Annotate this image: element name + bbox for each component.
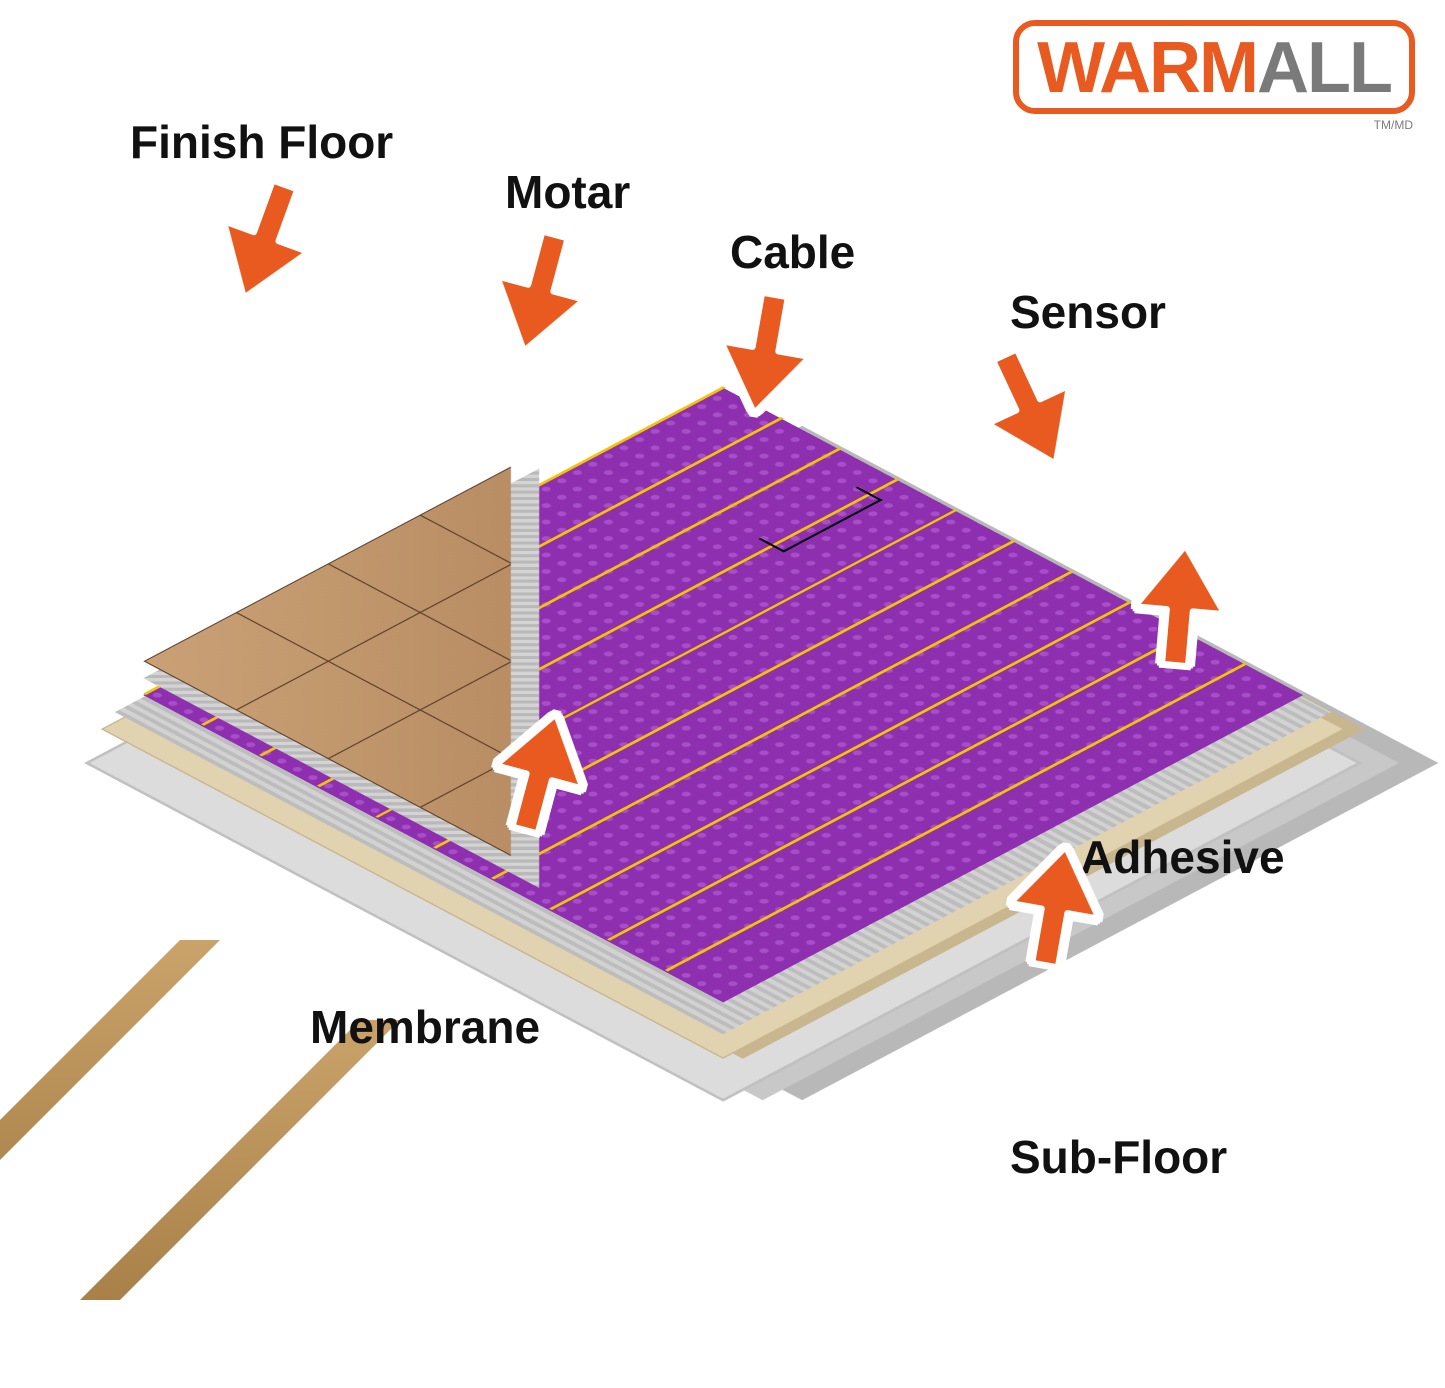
callout-label-sensor: Sensor bbox=[1010, 285, 1166, 339]
callout-label-membrane: Membrane bbox=[310, 1000, 540, 1054]
callout-label-finish_floor: Finish Floor bbox=[130, 115, 393, 169]
callout-label-adhesive: Adhesive bbox=[1080, 830, 1285, 884]
callout-label-sub_floor: Sub-Floor bbox=[1010, 1130, 1227, 1184]
callout-arrow-icon bbox=[1130, 542, 1230, 669]
brand-trademark: TM/MD bbox=[1374, 118, 1413, 132]
brand-name-primary: WARM bbox=[1037, 32, 1257, 104]
callout-label-cable: Cable bbox=[730, 225, 855, 279]
brand-logo: WARM ALL bbox=[1013, 20, 1415, 114]
brand-name-secondary: ALL bbox=[1257, 32, 1391, 104]
callout-label-mortar: Motar bbox=[505, 165, 630, 219]
